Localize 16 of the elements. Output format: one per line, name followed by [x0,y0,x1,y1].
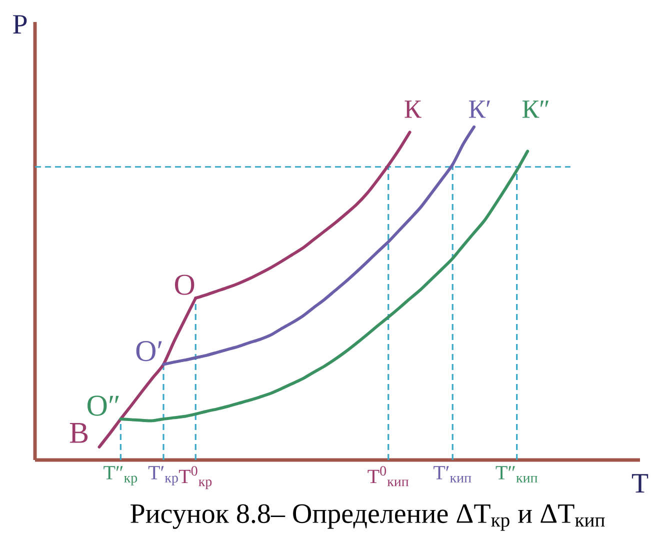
annotation: О″ [88,396,119,416]
x-tick-label: T$^{0}$кр [178,466,212,490]
x-tick-label: T′$_{кр}$ [148,466,178,486]
y-axis-title: P [13,15,27,34]
x-tick-label: T′$_{кип}$ [434,466,472,482]
annotation: О′ [136,341,162,362]
x-tick-label: T″$_{кип}$ [496,466,538,482]
series-label: К [404,100,422,118]
x-axis-title: T [632,474,648,493]
series-label: В [70,423,88,443]
text: Рисунок 8.8– Определение ΔT$_{кр}$ и ΔT$_{кип}$ [130,504,605,531]
series-label: К′ [468,100,490,118]
annotation: О [174,274,194,295]
x-tick-label: T$^{0}$кип [368,466,409,486]
series-label: К″ [522,100,549,118]
x-tick-label: T″$_{кр}$ [104,466,138,486]
